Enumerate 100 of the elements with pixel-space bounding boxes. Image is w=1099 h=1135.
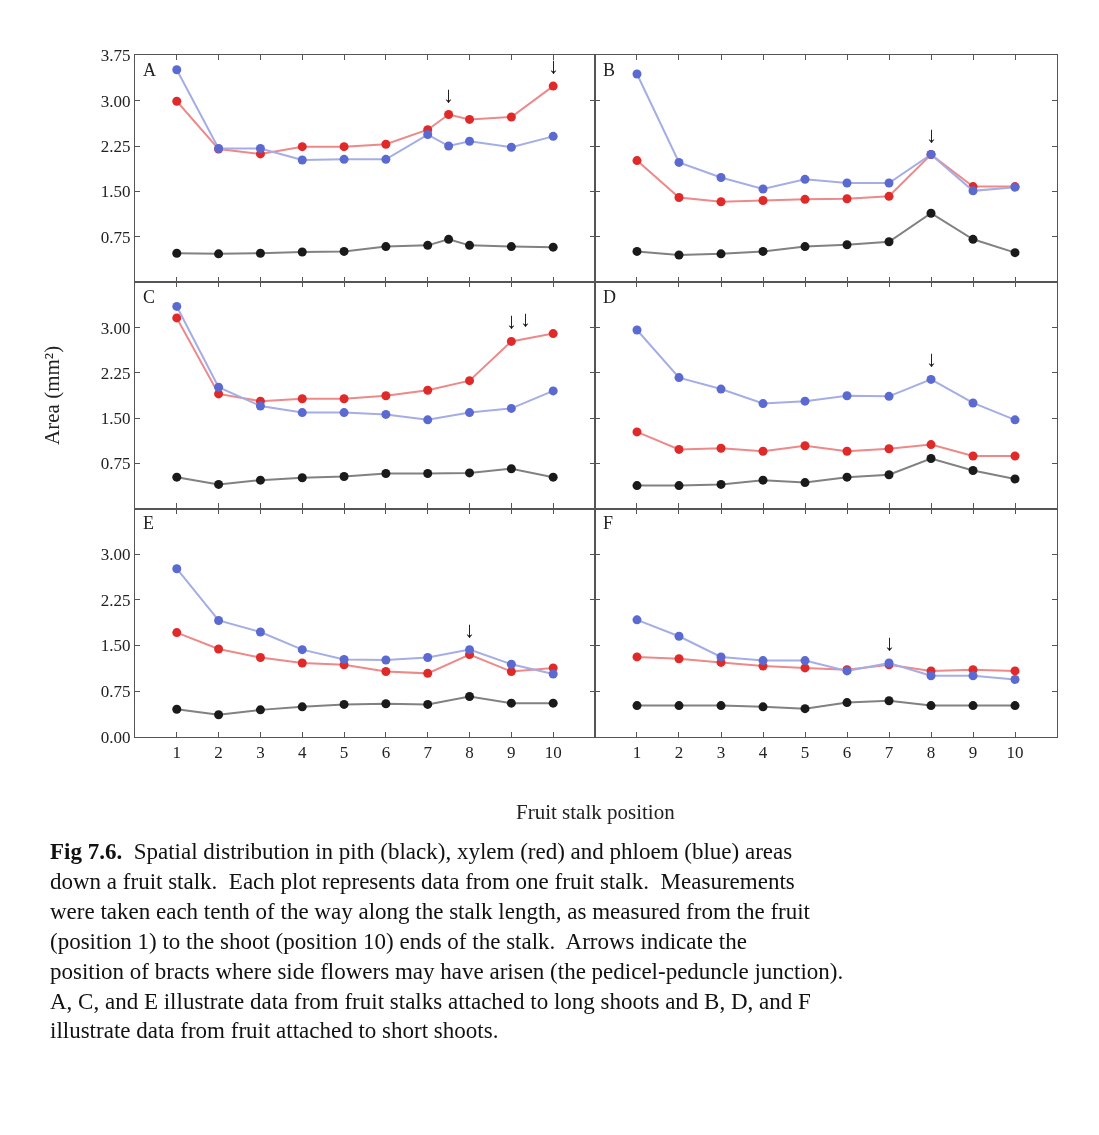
point — [381, 139, 391, 149]
y-tick-label: 3.75 — [100, 46, 131, 66]
point — [968, 234, 978, 244]
point — [884, 178, 894, 188]
point — [1010, 666, 1020, 676]
point — [255, 401, 265, 411]
point — [297, 473, 307, 483]
x-tick-label: 8 — [465, 743, 474, 763]
y-tick-label: 1.50 — [100, 636, 131, 656]
point — [674, 193, 684, 203]
point — [297, 702, 307, 712]
point — [1010, 248, 1020, 258]
point — [214, 249, 224, 259]
y-tick-label: 3.00 — [100, 318, 131, 338]
point — [465, 136, 475, 146]
point — [506, 464, 516, 474]
point — [506, 336, 516, 346]
x-tick-label: 5 — [800, 743, 810, 763]
x-tick-label: 8 — [926, 743, 936, 763]
point — [548, 669, 558, 679]
point — [758, 399, 768, 409]
point — [632, 701, 642, 711]
point — [758, 196, 768, 206]
point — [716, 173, 726, 183]
point — [800, 396, 810, 406]
point — [297, 155, 307, 165]
point — [800, 656, 810, 666]
y-tick-label: 3.00 — [100, 91, 131, 111]
point — [716, 652, 726, 662]
point — [465, 645, 475, 655]
point — [842, 391, 852, 401]
point — [674, 654, 684, 664]
point — [884, 696, 894, 706]
point — [968, 451, 978, 461]
point — [506, 659, 516, 669]
point — [758, 446, 768, 456]
x-tick-label: 2 — [214, 743, 223, 763]
point — [926, 374, 936, 384]
point — [381, 699, 391, 709]
point — [800, 478, 810, 488]
annotation: ↓ — [443, 82, 454, 107]
chart-title: F — [603, 513, 614, 533]
point — [800, 441, 810, 451]
point — [632, 427, 642, 437]
point — [297, 247, 307, 257]
point — [1010, 451, 1020, 461]
point — [214, 710, 224, 720]
point — [842, 698, 852, 708]
point — [632, 325, 642, 335]
chart-title: D — [603, 287, 616, 307]
point — [381, 242, 391, 252]
y-tick-label: 0.75 — [100, 227, 131, 247]
point — [926, 701, 936, 711]
point — [800, 194, 810, 204]
point — [255, 627, 265, 637]
point — [172, 628, 182, 638]
annotation: ↓ — [520, 306, 531, 331]
point — [674, 444, 684, 454]
y-tick-label: 3.00 — [100, 545, 131, 565]
x-tick-label: 5 — [339, 743, 349, 763]
point — [423, 699, 433, 709]
point — [632, 246, 642, 256]
point — [716, 249, 726, 259]
x-tick-label: 6 — [842, 743, 852, 763]
point — [381, 154, 391, 164]
point — [716, 384, 726, 394]
point — [926, 671, 936, 681]
point — [255, 705, 265, 715]
point — [968, 701, 978, 711]
point — [214, 479, 224, 489]
point — [339, 154, 349, 164]
point — [506, 112, 516, 122]
point — [674, 373, 684, 383]
point — [255, 143, 265, 153]
y-tick-label: 0.00 — [100, 727, 131, 747]
chart-title: E — [143, 513, 154, 533]
point — [632, 652, 642, 662]
point — [884, 237, 894, 247]
x-axis-title: Fruit stalk position — [516, 800, 676, 824]
point — [884, 444, 894, 454]
point — [842, 472, 852, 482]
x-tick-label: 4 — [298, 743, 307, 763]
point — [381, 667, 391, 677]
y-tick-label: 1.50 — [100, 182, 131, 202]
point — [884, 470, 894, 480]
annotation: ↓ — [506, 308, 517, 333]
point — [214, 615, 224, 625]
point — [297, 408, 307, 418]
point — [172, 472, 182, 482]
point — [1010, 674, 1020, 684]
x-tick-label: 10 — [1006, 743, 1024, 763]
point — [444, 141, 454, 151]
point — [842, 240, 852, 250]
point — [172, 96, 182, 106]
point — [1010, 701, 1020, 711]
annotation: ↓ — [926, 346, 937, 371]
chart-title: A — [143, 60, 156, 80]
x-tick-label: 7 — [884, 743, 894, 763]
point — [214, 644, 224, 654]
point — [297, 142, 307, 152]
